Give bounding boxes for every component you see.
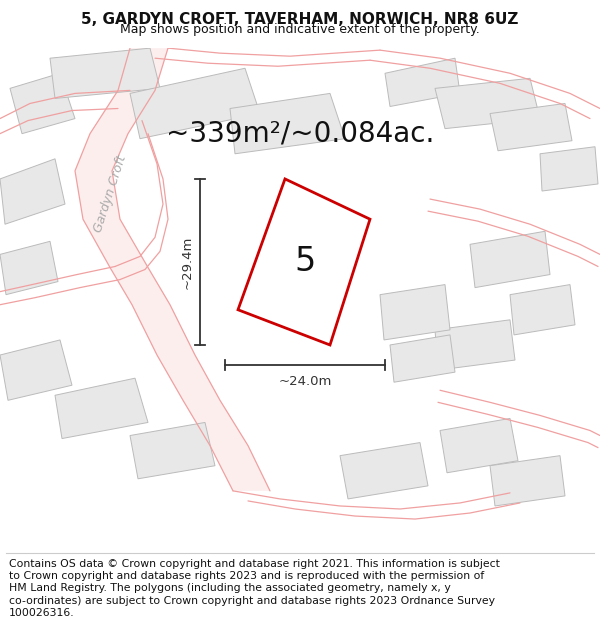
Polygon shape xyxy=(435,78,540,129)
Polygon shape xyxy=(130,68,260,139)
Polygon shape xyxy=(55,378,148,439)
Text: 5, GARDYN CROFT, TAVERHAM, NORWICH, NR8 6UZ: 5, GARDYN CROFT, TAVERHAM, NORWICH, NR8 … xyxy=(82,12,518,27)
Text: Gardyn Croft: Gardyn Croft xyxy=(91,154,128,234)
Polygon shape xyxy=(380,284,450,340)
Polygon shape xyxy=(130,422,215,479)
Polygon shape xyxy=(385,58,460,106)
Text: HM Land Registry. The polygons (including the associated geometry, namely x, y: HM Land Registry. The polygons (includin… xyxy=(9,583,451,593)
Text: 5: 5 xyxy=(295,245,316,278)
Polygon shape xyxy=(238,179,370,345)
Polygon shape xyxy=(390,335,455,382)
Text: co-ordinates) are subject to Crown copyright and database rights 2023 Ordnance S: co-ordinates) are subject to Crown copyr… xyxy=(9,596,495,606)
Polygon shape xyxy=(0,159,65,224)
Polygon shape xyxy=(540,147,598,191)
Text: 100026316.: 100026316. xyxy=(9,608,74,618)
Text: to Crown copyright and database rights 2023 and is reproduced with the permissio: to Crown copyright and database rights 2… xyxy=(9,571,484,581)
Polygon shape xyxy=(230,93,345,154)
Polygon shape xyxy=(0,340,72,400)
Polygon shape xyxy=(10,73,75,134)
Text: ~24.0m: ~24.0m xyxy=(278,375,332,388)
Text: ~339m²/~0.084ac.: ~339m²/~0.084ac. xyxy=(166,119,434,148)
Polygon shape xyxy=(0,241,58,294)
Text: Contains OS data © Crown copyright and database right 2021. This information is : Contains OS data © Crown copyright and d… xyxy=(9,559,500,569)
Polygon shape xyxy=(490,456,565,506)
Polygon shape xyxy=(75,48,270,491)
Text: ~29.4m: ~29.4m xyxy=(181,235,194,289)
Text: Map shows position and indicative extent of the property.: Map shows position and indicative extent… xyxy=(120,23,480,36)
Polygon shape xyxy=(470,231,550,288)
Polygon shape xyxy=(340,442,428,499)
Polygon shape xyxy=(440,418,518,472)
Polygon shape xyxy=(510,284,575,335)
Polygon shape xyxy=(490,104,572,151)
Polygon shape xyxy=(50,48,160,98)
Polygon shape xyxy=(435,320,515,370)
